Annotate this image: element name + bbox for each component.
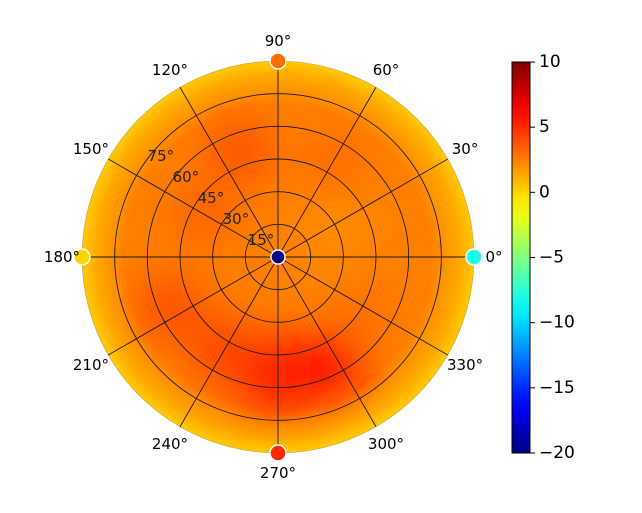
angular-tick-labels: 0° 30° 60° 90° 120° 150° 180° 210° 240° 270° 300° 3… <box>44 32 503 482</box>
point-markers <box>73 52 483 462</box>
angular-tick-label: 240° <box>152 435 188 453</box>
colorbar-tick-label: 0 <box>539 182 550 202</box>
angular-grid-line <box>277 158 448 258</box>
point-marker <box>269 52 287 70</box>
colorbar-tick-label: −15 <box>539 378 575 398</box>
radial-tick-label: 45° <box>198 189 225 207</box>
colorbar-tick-label: −5 <box>539 248 564 268</box>
angular-tick-label: 300° <box>368 435 404 453</box>
angular-grid-line <box>179 256 279 427</box>
point-marker <box>269 444 287 462</box>
polar-grid <box>81 60 475 454</box>
angular-grid-line <box>277 256 377 427</box>
angular-tick-label: 0° <box>485 248 502 266</box>
angular-tick-label: 180° <box>44 248 80 266</box>
point-marker <box>73 248 91 266</box>
radial-tick-label: 75° <box>148 147 175 165</box>
angular-tick-label: 60° <box>373 61 400 79</box>
colorbar-gradient <box>511 61 531 454</box>
angular-tick-label: 150° <box>73 140 109 158</box>
angular-tick-label: 120° <box>152 61 188 79</box>
angular-grid-line <box>108 158 279 258</box>
angular-grid-line <box>108 256 279 356</box>
angular-tick-label: 90° <box>265 32 292 50</box>
angular-tick-label: 330° <box>447 356 483 374</box>
colorbar-tick-label: −10 <box>539 313 575 333</box>
angular-grid-line <box>277 256 448 356</box>
angular-tick-label: 30° <box>452 140 479 158</box>
colorbar-tick-label: 10 <box>539 52 561 72</box>
radial-tick-label: 30° <box>223 210 250 228</box>
angular-tick-label: 270° <box>260 464 296 482</box>
angular-grid-line <box>277 87 377 258</box>
point-marker <box>270 249 286 265</box>
colorbar: 10 5 0 −5 −10 −15 −20 <box>511 52 575 463</box>
colorbar-tick-label: 5 <box>539 117 550 137</box>
radial-tick-label: 60° <box>173 168 200 186</box>
radial-tick-label: 15° <box>248 231 275 249</box>
angular-tick-label: 210° <box>73 356 109 374</box>
angular-grid-line <box>179 87 279 258</box>
point-marker <box>465 248 483 266</box>
radial-tick-labels: 15° 30° 45° 60° 75° <box>148 147 275 249</box>
colorbar-tick-label: −20 <box>539 443 575 463</box>
